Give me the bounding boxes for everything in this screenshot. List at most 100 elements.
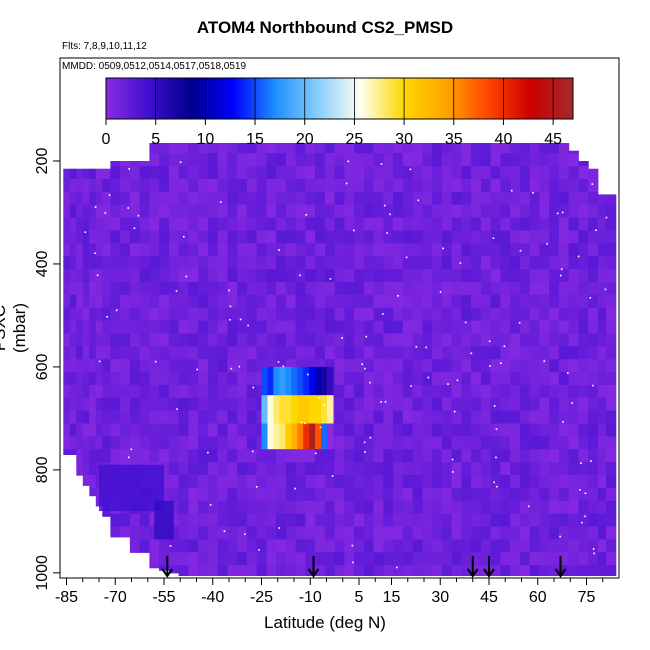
heatmap-cell [373,552,384,566]
heatmap-cell [149,256,160,270]
heatmap-cell [82,191,90,206]
heatmap-cell [69,359,77,373]
heatmap-cell [149,539,160,553]
heatmap-speck [470,352,473,355]
heatmap-cell [237,410,248,425]
heatmap-cell [402,243,414,257]
heatmap-cell [441,217,453,232]
heatmap-cell [539,475,550,489]
heatmap-cell [285,191,297,206]
heatmap-cell [237,552,248,566]
heatmap-cell [266,230,277,244]
heatmap-cell [285,243,297,257]
heatmap-cell [558,487,570,502]
heatmap-cell [324,191,336,206]
heatmap-cell [315,526,326,540]
heatmap-cell [432,423,443,437]
heatmap-cell [69,384,77,399]
heatmap-cell [273,366,280,396]
heatmap-cell [227,294,238,309]
heatmap-cell [363,423,375,437]
heatmap-cell [102,191,111,206]
heatmap-cell [597,230,607,244]
heatmap-cell [373,487,384,502]
heatmap-cell [207,166,219,180]
heatmap-cell [237,256,248,270]
heatmap-cell [558,320,570,335]
heatmap-cell [256,359,267,373]
heatmap-cell [227,513,238,528]
heatmap-cell [315,179,326,193]
heatmap-cell [168,320,180,335]
heatmap-cell [285,333,297,347]
heatmap-cell [227,282,238,296]
heatmap-cell [285,230,297,244]
heatmap-cell [461,307,472,322]
heatmap-cell [480,526,492,540]
heatmap-cell [295,552,306,566]
heatmap-cell [139,359,150,373]
heatmap-cell [529,269,540,283]
heatmap-cell [432,204,443,219]
heatmap-cell [102,436,111,450]
heatmap-cell [539,166,550,180]
heatmap-cell [549,500,560,515]
heatmap-cell [363,143,375,154]
colorbar-tick-label: 0 [102,131,111,148]
heatmap-cell [334,539,345,553]
heatmap-cell [354,294,365,309]
heatmap-cell [305,552,316,566]
heatmap-cell [129,294,141,309]
heatmap-cell [490,143,501,154]
heatmap-cell [198,565,209,576]
heatmap-cell [363,552,375,566]
heatmap-cell [217,191,228,206]
heatmap-cell [490,423,501,437]
heatmap-cell [261,423,268,450]
heatmap-cell [558,282,570,296]
heatmap-cell [82,359,90,373]
heatmap-cell [246,436,258,450]
heatmap-cell [305,333,316,347]
heatmap-cell [256,230,267,244]
heatmap-cell [578,372,589,386]
heatmap-speck [493,481,495,484]
heatmap-cell [597,256,607,270]
heatmap-cell [558,410,570,425]
heatmap-cell [578,359,589,373]
heatmap-cell [490,204,501,219]
heatmap-speck [415,346,418,348]
heatmap-cell [432,282,443,296]
heatmap-speck [84,231,87,233]
heatmap-cell [558,526,570,540]
heatmap-cell [89,397,97,412]
heatmap-cell [568,243,579,257]
heatmap-cell [480,243,492,257]
heatmap-cell [159,166,170,180]
heatmap-cell [227,307,238,322]
heatmap-cell [76,269,84,283]
heatmap-cell [461,359,472,373]
heatmap-cell [149,423,160,437]
heatmap-cell [154,500,174,540]
heatmap-cell [129,282,141,296]
heatmap-cell [89,307,97,322]
heatmap-cell [373,204,384,219]
heatmap-cell [315,217,326,232]
heatmap-cell [303,395,310,424]
heatmap-cell [568,282,579,296]
heatmap-cell [256,500,267,515]
heatmap-cell [539,179,550,193]
heatmap-cell [549,539,560,553]
heatmap-cell [383,217,394,232]
heatmap-cell [490,282,501,296]
heatmap-cell [441,397,453,412]
heatmap-cell [344,269,355,283]
heatmap-cell [510,500,521,515]
heatmap-cell [344,320,355,335]
heatmap-cell [159,565,170,571]
heatmap-cell [149,294,160,309]
heatmap-cell [568,166,579,180]
heatmap-cell [441,153,453,167]
heatmap-cell [451,500,462,515]
